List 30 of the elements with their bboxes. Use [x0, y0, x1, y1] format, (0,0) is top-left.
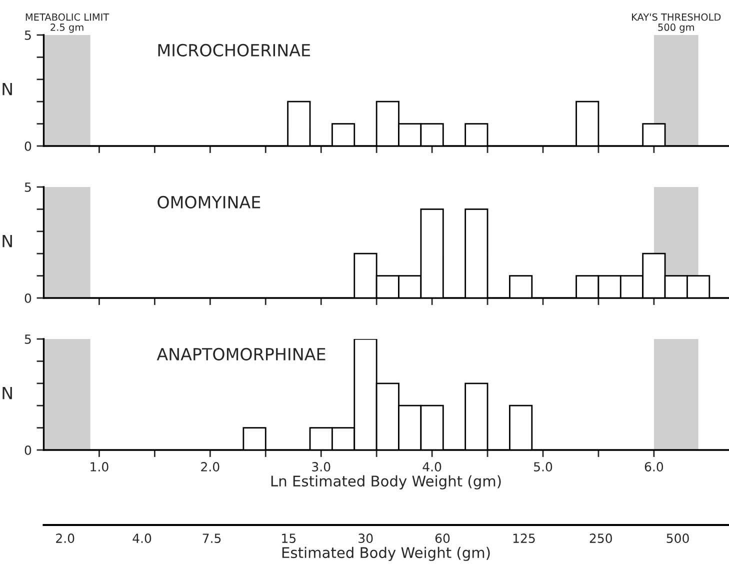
x-tick-label: 1.0: [90, 462, 108, 472]
x2-tick-label: 500: [666, 534, 689, 544]
x-tick-label: 6.0: [644, 462, 664, 472]
chart-title: MICROCHOERINAE: [158, 44, 310, 56]
x2-tick-label: 30: [358, 534, 373, 544]
x2-tick-label: 250: [590, 534, 612, 544]
x2-tick-label: 15: [282, 534, 296, 544]
x-axis-title: Ln Estimated Body Weight (gm): [271, 475, 501, 490]
x2-axis-title: Estimated Body Weight (gm): [282, 546, 490, 561]
chart-title: ANAPTOMORPHINAE: [156, 348, 326, 360]
y-axis-title: N: [2, 386, 12, 400]
x2-tick-label: 2.0: [56, 534, 74, 544]
y-tick-label: 5: [24, 334, 31, 344]
x2-tick-label: 125: [513, 534, 535, 544]
x2-tick-label: 4.0: [132, 534, 152, 544]
x-tick-label: 3.0: [312, 462, 330, 472]
y-tick-label: 0: [24, 141, 32, 151]
x-tick-label: 5.0: [534, 462, 552, 472]
x-tick-label: 4.0: [422, 462, 442, 472]
x2-tick-label: 7.5: [202, 534, 221, 544]
y-tick-label: 0: [24, 293, 32, 303]
y-axis-title: N: [2, 234, 12, 248]
y-tick-label: 0: [24, 445, 32, 455]
y-tick-label: 5: [24, 182, 31, 192]
y-axis-title: N: [2, 82, 12, 96]
x2-tick-label: 60: [435, 534, 450, 544]
chart-title: OMOMYINAE: [158, 196, 260, 208]
x-tick-label: 2.0: [201, 462, 220, 472]
band-label: KAY'S THRESHOLD 500 gm: [632, 13, 721, 33]
y-tick-label: 5: [24, 30, 31, 40]
